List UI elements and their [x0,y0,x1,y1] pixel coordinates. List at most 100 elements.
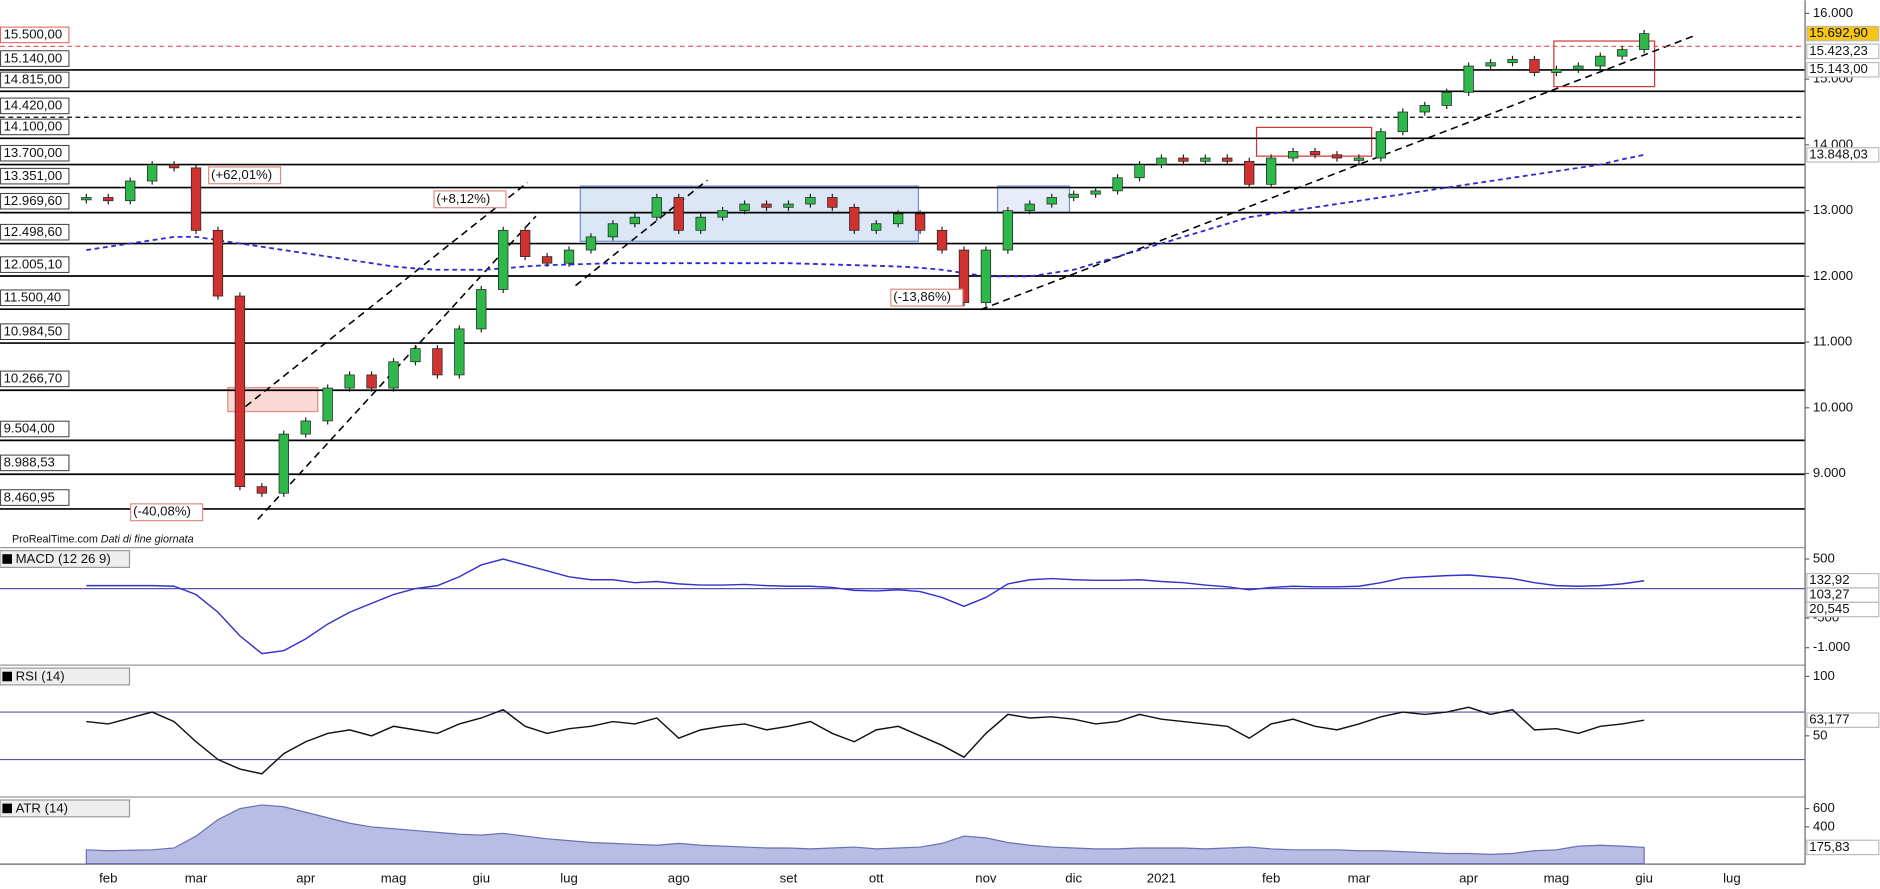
candle [1353,157,1365,161]
level-label: 13.700,00 [4,145,63,160]
panel-title-box [0,550,131,568]
level-label-box [0,323,70,340]
level-label: 8.988,53 [4,455,55,470]
level-label-box [0,192,70,210]
candle [1551,68,1562,73]
moving-average [86,153,1645,278]
range-box [579,185,920,242]
y-tick-label: 100 [1813,668,1835,683]
candle [1266,157,1277,185]
level-label-box [0,144,70,162]
candle [366,374,377,389]
y-tick-label: 13.000 [1813,202,1853,217]
level-label: 15.140,00 [4,50,63,65]
annotation-box [433,190,507,209]
x-tick-label: mag [381,871,407,886]
level-label: 12.969,60 [4,193,63,208]
x-tick-label: nov [975,871,997,886]
candle [1178,157,1189,162]
candle [607,223,619,238]
value-box [1806,839,1880,856]
candle [849,206,860,231]
y-tick-label: 9.000 [1813,465,1846,480]
value-box-label: 15.692,90 [1809,25,1868,40]
value-box [1806,43,1880,60]
candle [1485,62,1496,67]
x-tick-label: dic [1065,871,1082,886]
x-tick-label: giu [1635,871,1653,886]
panel-title: ATR (14) [16,800,68,815]
x-tick-label: feb [99,871,117,886]
panel-title-icon [2,554,12,564]
x-tick-label: set [780,871,798,886]
annotation: (-13,86%) [893,289,951,304]
candle [1090,190,1101,195]
candle [212,229,224,297]
y-tick-label: 500 [1813,551,1835,566]
level-label-box [0,420,70,438]
level-label-box [0,97,70,115]
indicator-line [86,706,1645,775]
candle [1309,151,1321,156]
candle [1639,33,1650,50]
x-tick-label: ago [668,871,690,886]
x-tick-label: mag [1544,871,1570,886]
panel-title-icon [2,671,12,682]
candle [717,210,728,218]
x-tick-label: mar [1348,871,1371,886]
candle [498,229,509,290]
candle [190,167,202,231]
candle [1024,203,1035,211]
candle [519,229,531,257]
candle [651,197,662,218]
candle [673,197,684,231]
annotation-box [130,503,204,522]
level-label: 10.266,70 [4,371,63,386]
level-label-box [0,454,70,472]
candle [146,164,158,182]
trend-line [235,181,529,415]
candle [629,216,641,225]
level-label-box [0,50,70,67]
candle [278,433,289,494]
value-box-label: 63,177 [1809,712,1849,727]
x-tick-label: mar [185,871,208,886]
y-tick-label: -1.000 [1813,639,1850,654]
panel-title-box [0,667,131,686]
candle [980,249,992,303]
y-tick-label: 11.000 [1813,334,1852,349]
candle [1463,65,1474,93]
panel-title-icon [2,803,12,814]
value-box [1806,25,1880,42]
candle [1046,197,1057,205]
candle [344,374,355,389]
candle [256,486,268,494]
level-label: 10.984,50 [4,323,63,338]
candle [936,229,948,251]
candle [1595,55,1606,67]
level-label: 12.498,60 [4,224,63,239]
value-box-label: 13.848,03 [1809,146,1868,161]
candle [1134,164,1145,179]
y-tick-label: 16.000 [1813,5,1853,20]
x-tick-label: 2021 [1147,871,1176,886]
candle [1529,59,1540,73]
candle [1156,157,1167,165]
value-box-label: 175,83 [1809,839,1849,854]
candle [388,361,399,389]
annotation: (-40,08%) [133,504,191,519]
x-tick-label: ott [869,871,884,886]
level-label-box [0,289,70,307]
level-label-box [0,26,70,44]
y-tick-label: 50 [1813,727,1828,742]
candle [563,249,575,264]
candle [892,213,904,225]
candle [1244,160,1255,185]
annotation: (+8,12%) [436,191,490,206]
candle [1397,111,1408,133]
level-label-box [0,167,70,185]
candle [1331,154,1343,159]
candle [1002,210,1014,251]
